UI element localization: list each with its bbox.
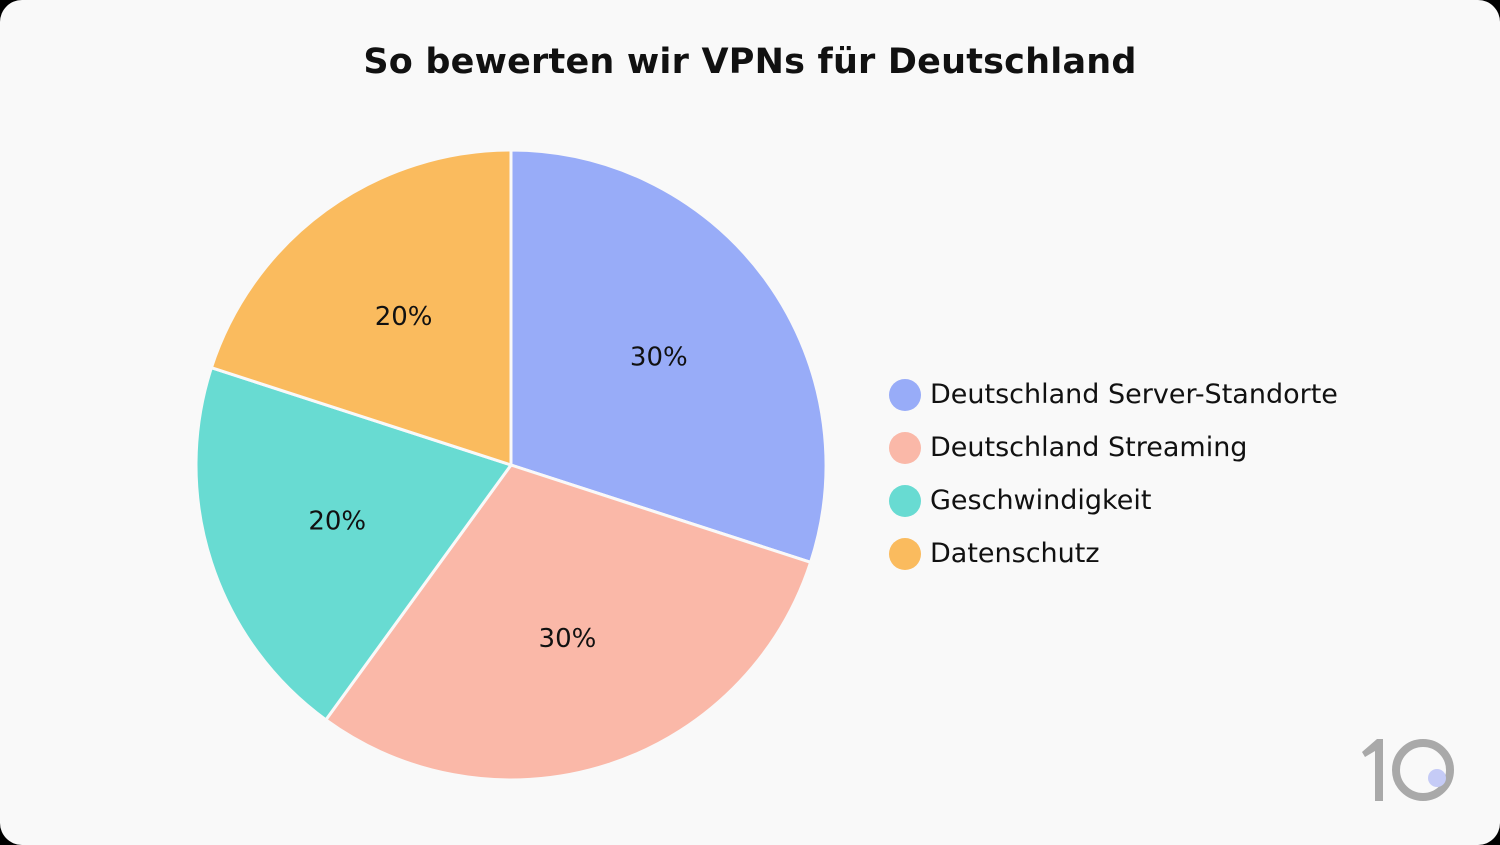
- legend-swatch-icon: [889, 431, 921, 464]
- legend-item: Datenschutz: [889, 527, 1338, 580]
- slice-data-label: 30%: [630, 343, 688, 373]
- logo-icon: [1362, 739, 1454, 801]
- pie-slice: [323, 463, 813, 782]
- pie-slice: [209, 148, 513, 468]
- chart-title: So bewerten wir VPNs für Deutschland: [363, 42, 1137, 82]
- slice-data-label: 30%: [539, 624, 597, 654]
- slice-data-label: 20%: [375, 302, 433, 332]
- legend-label: Deutschland Streaming: [930, 432, 1248, 463]
- legend-label: Datenschutz: [930, 538, 1100, 569]
- pie-slice: [194, 365, 514, 722]
- slice-data-label: 20%: [308, 506, 366, 536]
- legend-swatch-icon: [889, 484, 921, 517]
- legend-label: Geschwindigkeit: [930, 485, 1152, 516]
- legend-item: Deutschland Streaming: [889, 421, 1338, 474]
- legend-label: Deutschland Server-Standorte: [930, 379, 1338, 410]
- legend-swatch-icon: [889, 537, 921, 570]
- legend: Deutschland Server-Standorte Deutschland …: [889, 368, 1338, 580]
- legend-item: Geschwindigkeit: [889, 474, 1338, 527]
- legend-swatch-icon: [889, 378, 921, 411]
- legend-item: Deutschland Server-Standorte: [889, 368, 1338, 421]
- pie-slice: [509, 148, 828, 565]
